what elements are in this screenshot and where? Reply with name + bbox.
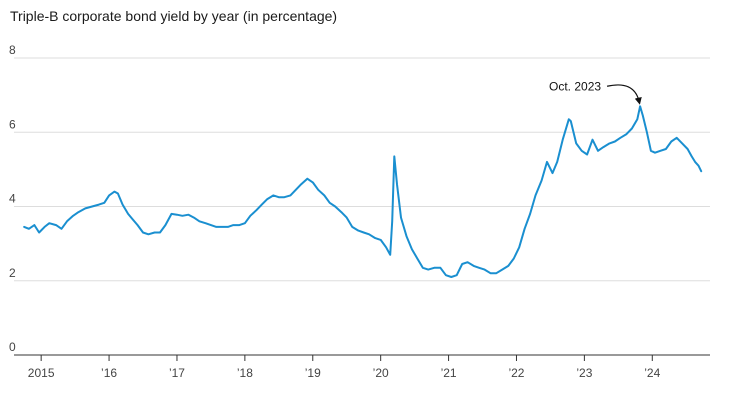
x-tick-label: ’16 (101, 366, 117, 380)
grid-layer (14, 57, 710, 356)
yield-series-line (23, 105, 703, 278)
y-tick-label: 0 (9, 340, 16, 354)
x-tick-label: ’17 (169, 366, 185, 380)
y-tick-label: 6 (9, 117, 16, 131)
x-tick-label: ’18 (237, 366, 253, 380)
x-tick-label: ’20 (373, 366, 389, 380)
x-tick-label: 2015 (28, 366, 55, 380)
y-tick-label: 4 (9, 192, 16, 206)
axis-layer: 0 2 4 6 8 2015 ’16 ’17 ’18 ’19 ’20 ’21 ’22 ’23 ’24 (9, 43, 661, 380)
x-tick-label: ’23 (576, 366, 592, 380)
chart-title: Triple-B corporate bond yield by year (i… (10, 8, 338, 24)
annotation-label: Oct. 2023 (549, 79, 601, 93)
y-tick-label: 2 (9, 266, 16, 280)
annotation-arrow (606, 84, 642, 105)
annotation-layer: Oct. 2023 (549, 79, 642, 105)
x-tick-label: ’22 (508, 366, 524, 380)
line-layer (23, 105, 703, 278)
y-tick-label: 8 (9, 43, 16, 57)
x-tick-label: ’24 (644, 366, 660, 380)
x-tick-label: ’19 (305, 366, 321, 380)
x-tick-label: ’21 (441, 366, 457, 380)
